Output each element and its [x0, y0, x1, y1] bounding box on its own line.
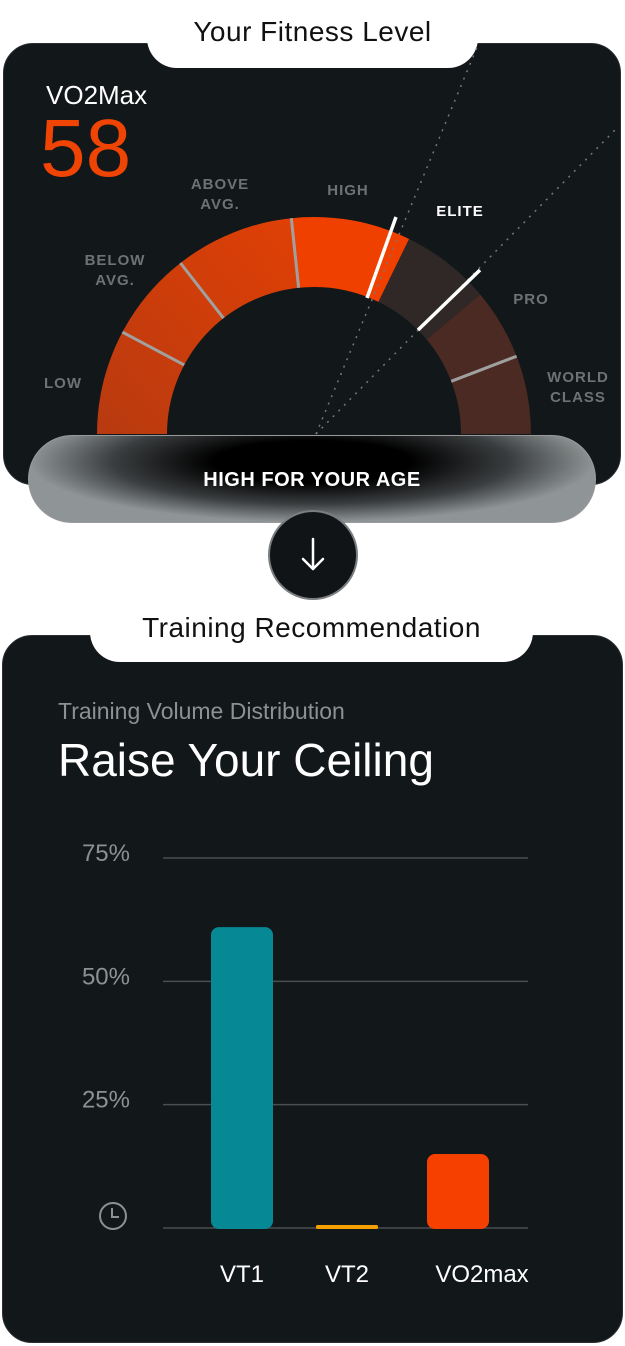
fitness-title: Your Fitness Level [147, 0, 478, 68]
training-volume-chart: 75% 50% 25% VT1 VT2 VO2max [82, 840, 529, 1288]
level-world-class: WORLD CLASS [540, 368, 616, 408]
bar-vt2 [316, 1225, 378, 1229]
y-tick-label: 50% [82, 963, 130, 990]
gauge-divider [121, 330, 185, 367]
vo2max-value: 58 [40, 103, 132, 194]
level-above-avg: ABOVE AVG. [185, 175, 255, 215]
level-label: AVG. [200, 196, 240, 213]
level-label: AVG. [95, 272, 135, 289]
level-label: ELITE [436, 203, 484, 220]
fitness-result-text: HIGH FOR YOUR AGE [203, 469, 421, 491]
vo2max-label: VO2Max [46, 80, 148, 110]
level-label: CLASS [550, 389, 606, 406]
level-label: ABOVE [190, 176, 250, 193]
level-pro: PRO [505, 290, 557, 310]
level-label: LOW [44, 375, 82, 392]
gauge-segment-low-to-above [97, 218, 299, 434]
fitness-gauge [97, 44, 616, 435]
gauge-segment-high [291, 217, 410, 302]
fitness-result-badge: HIGH FOR YOUR AGE [28, 435, 596, 523]
clock-icon [99, 1202, 127, 1230]
level-label: HIGH [327, 182, 369, 199]
training-title: Training Recommendation [90, 600, 533, 662]
y-tick-label: 25% [82, 1087, 130, 1114]
gauge-divider [289, 218, 301, 288]
gauge-divider [450, 354, 518, 383]
level-elite: ELITE [428, 202, 492, 222]
gauge-segment-elite [378, 238, 481, 340]
bar-vo2max [427, 1154, 489, 1229]
level-label: WORLD [547, 369, 609, 386]
gauge-segment-pro-world [426, 294, 531, 434]
x-tick-label: VT2 [325, 1261, 369, 1288]
gauge-marker [416, 268, 482, 332]
x-tick-label: VO2max [435, 1261, 528, 1288]
arrow-down-icon [301, 537, 325, 571]
bar-vt1 [211, 927, 273, 1229]
level-label: BELOW [84, 252, 146, 269]
training-card [2, 635, 623, 1343]
level-label: PRO [513, 291, 549, 308]
level-high: HIGH [318, 181, 378, 201]
gauge-needle [365, 216, 398, 299]
training-headline: Raise Your Ceiling [58, 734, 434, 786]
next-button[interactable] [268, 510, 358, 600]
x-tick-label: VT1 [220, 1261, 264, 1288]
training-subtitle: Training Volume Distribution [58, 698, 345, 724]
level-low: LOW [40, 374, 86, 394]
gauge-divider [179, 262, 225, 320]
y-tick-label: 75% [82, 840, 130, 867]
level-below-avg: BELOW AVG. [80, 251, 150, 291]
